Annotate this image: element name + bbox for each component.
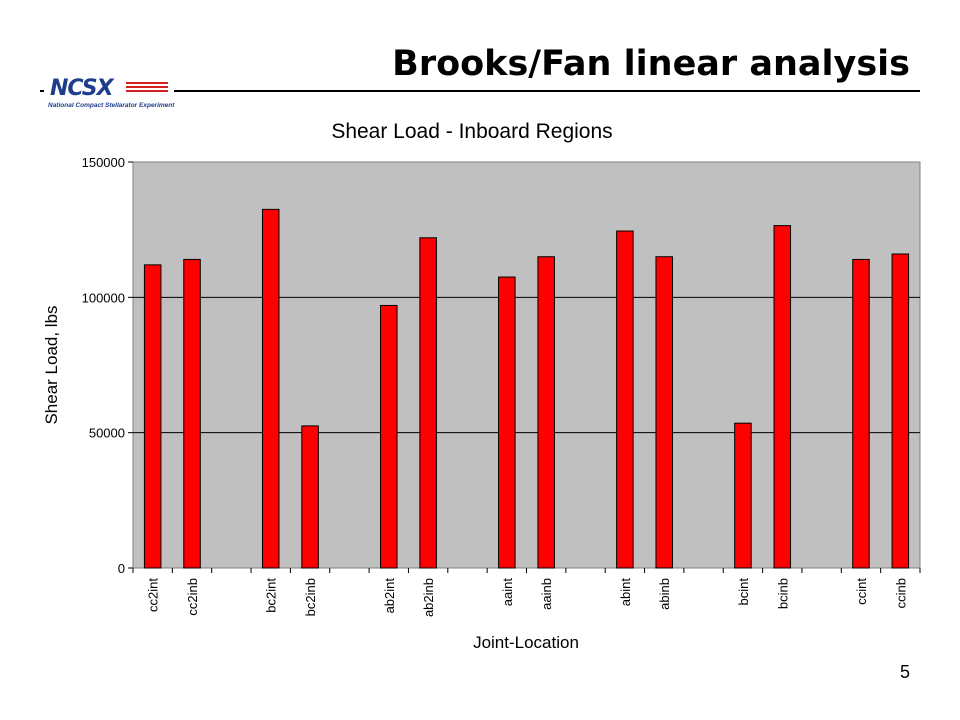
bars [143,208,910,569]
x-ticks: cc2int cc2inb bc2int bc2inb ab2int ab2inb aain… [132,568,921,617]
y-ticks: 0 50000 100000 150000 [82,155,133,576]
logo-stripes [126,82,168,96]
x-tick-label: abint [618,578,633,607]
x-tick-label: bcint [736,578,751,606]
x-tick-label: bc2inb [303,578,318,616]
x-axis-label: Joint-Location [473,633,579,652]
logo-wordmark: NCSX [50,76,114,101]
bar-aaint [498,276,516,569]
bar-abint [616,230,634,569]
x-tick-label: ccinb [893,578,908,608]
bar-ccinb [891,253,910,569]
x-tick-label: bcinb [775,578,790,609]
y-axis-label: Shear Load, lbs [42,305,61,424]
x-tick-label: abinb [657,578,672,610]
ncsx-logo: NCSX National Compact Stellarator Experi… [44,76,174,112]
x-tick-label: ccint [854,578,869,605]
y-tick-label: 50000 [89,426,125,441]
bar-ab2inb [419,237,437,569]
bar-bc2int [261,208,280,569]
x-tick-label: ab2inb [421,578,436,617]
x-tick-label: ab2int [382,578,397,614]
plot-area [132,161,921,569]
page-number: 5 [899,662,910,682]
slide-title: Brooks/Fan linear analysis [392,44,910,84]
bar-bcint [734,422,752,569]
bar-ccint [852,258,870,569]
y-tick-label: 100000 [82,290,125,305]
bar-cc2inb [183,258,201,569]
title-divider [40,90,920,92]
bar-cc2int [143,264,162,569]
bar-ab2int [380,304,398,569]
x-tick-label: bc2int [264,578,279,613]
chart-title: Shear Load - Inboard Regions [331,120,612,143]
logo-subtitle: National Compact Stellarator Experiment [48,102,175,109]
bar-bcinb [773,225,792,569]
y-tick-label: 150000 [82,155,125,170]
bar-bc2inb [301,425,319,569]
x-tick-label: aaint [500,578,515,607]
bar-abinb [655,256,673,569]
y-tick-label: 0 [118,561,125,576]
x-tick-label: aainb [539,578,554,610]
x-tick-label: cc2inb [185,578,200,616]
bar-aainb [537,256,555,569]
x-tick-label: cc2int [146,578,161,612]
